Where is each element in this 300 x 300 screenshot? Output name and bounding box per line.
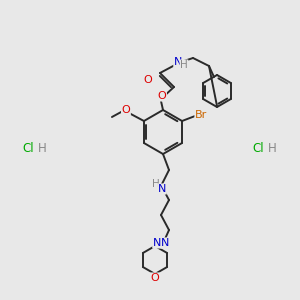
Text: N: N <box>161 238 169 248</box>
Text: N: N <box>153 238 161 248</box>
Text: O: O <box>158 91 166 101</box>
Text: N: N <box>174 57 182 67</box>
Text: O: O <box>144 75 152 85</box>
Text: O: O <box>151 273 159 283</box>
Text: H: H <box>268 142 276 154</box>
Text: O: O <box>122 105 130 115</box>
Text: H: H <box>38 142 46 154</box>
Text: Br: Br <box>195 110 207 120</box>
Text: N: N <box>158 184 166 194</box>
Text: H: H <box>180 60 188 70</box>
Text: H: H <box>152 179 160 189</box>
Text: Cl: Cl <box>252 142 264 154</box>
Text: Cl: Cl <box>22 142 34 154</box>
